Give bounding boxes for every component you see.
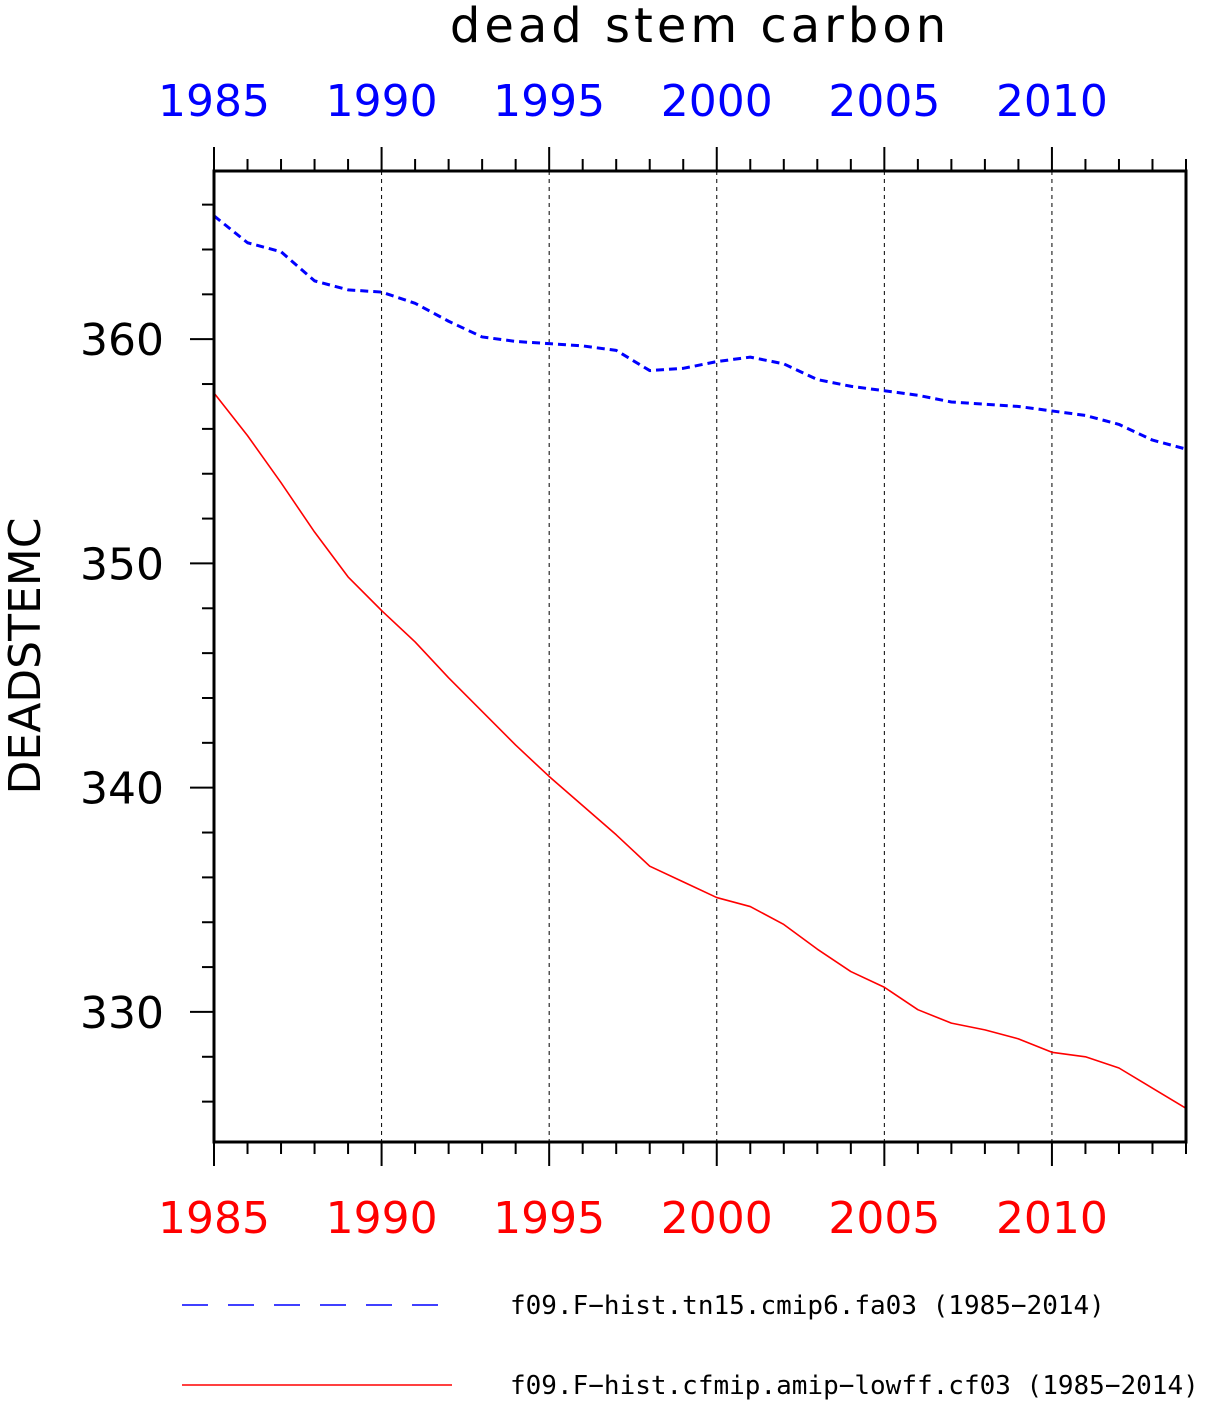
x-tick-label-top-1985: 1985 [158,76,270,127]
y-axis-label: DEADSTEMC [0,518,51,795]
grid-lines [381,171,1053,1142]
y-tick-label-340: 340 [80,764,164,815]
plot-frame [212,169,1188,1144]
legend-label-1: f09.F−hist.tn15.cmip6.fa03 (1985−2014) [510,1291,1105,1321]
series-line-1 [213,214,1187,451]
x-tick-label-bottom-1990: 1990 [326,1193,438,1244]
legend: f09.F−hist.tn15.cmip6.fa03 (1985−2014) f0… [182,1291,1199,1401]
x-tick-label-top-1995: 1995 [493,76,605,127]
y-tick-label-360: 360 [80,315,164,366]
x-tick-label-bottom-2010: 2010 [996,1193,1108,1244]
x-tick-label-bottom-2000: 2000 [661,1193,773,1244]
x-tick-label-bottom-1985: 1985 [158,1193,270,1244]
chart-title: dead stem carbon [450,0,950,54]
y-tick-label-350: 350 [80,539,164,590]
x-tick-label-top-1990: 1990 [326,76,438,127]
y-tick-label-330: 330 [80,988,164,1039]
series-lines [213,214,1187,1110]
series-line-2 [213,392,1187,1110]
x-tick-label-top-2000: 2000 [661,76,773,127]
legend-label-2: f09.F−hist.cfmip.amip−lowff.cf03 (1985−2… [510,1371,1199,1401]
x-tick-label-top-2010: 2010 [996,76,1108,127]
x-tick-label-bottom-2005: 2005 [828,1193,940,1244]
axes: 1985 1985 1990 1990 1995 1995 2000 2000 2005 2005… [80,76,1188,1244]
x-tick-label-top-2005: 2005 [828,76,940,127]
x-tick-label-bottom-1995: 1995 [493,1193,605,1244]
